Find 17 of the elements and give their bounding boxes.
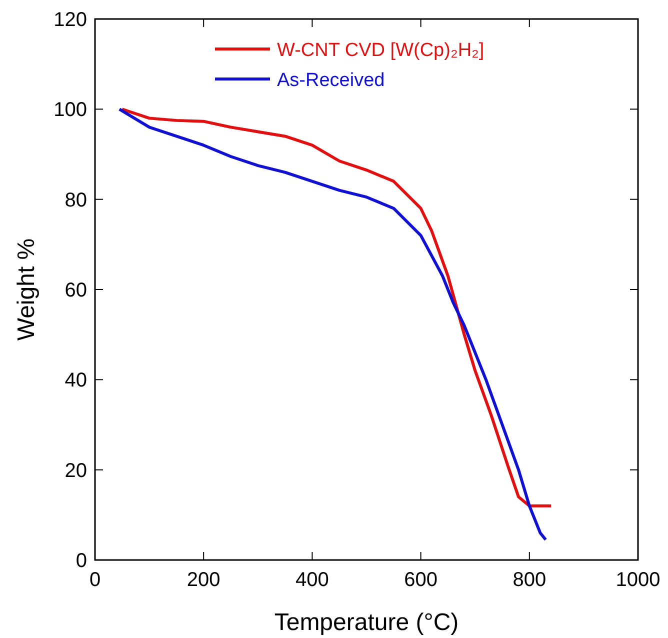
y-tick-label: 60: [64, 280, 87, 302]
legend-label: W-CNT CVD [W(Cp)₂H₂]: [277, 40, 484, 61]
x-tick-label: 800: [512, 569, 546, 591]
x-tick-label: 1000: [616, 569, 660, 591]
y-tick-label: 0: [76, 550, 87, 572]
y-tick-label: 100: [54, 99, 87, 122]
y-tick-label: 120: [54, 9, 87, 31]
y-tick-label: 20: [64, 460, 87, 482]
y-tick-label: 40: [64, 370, 87, 392]
x-tick-label: 600: [404, 569, 438, 591]
x-tick-label: 0: [89, 569, 101, 591]
legend-label: As-Received: [277, 70, 385, 91]
x-axis-title: Temperature (°C): [274, 609, 459, 636]
x-tick-label: 400: [296, 569, 329, 591]
y-axis-title: Weight %: [13, 238, 40, 341]
y-tick-label: 80: [64, 189, 87, 212]
x-tick-label: 200: [186, 569, 220, 591]
